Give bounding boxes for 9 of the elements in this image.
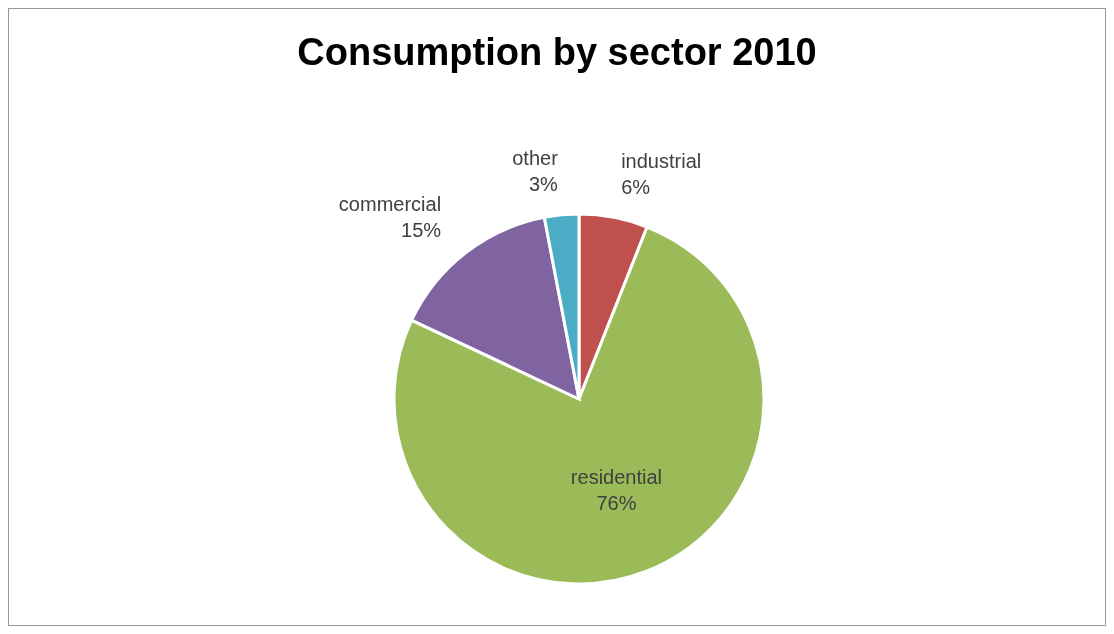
data-label: 3% [528,173,559,195]
slice-label: commercial [338,193,442,216]
data-label: 76% [596,491,637,514]
data-label: 6% [621,175,651,198]
slice-label: residential [570,465,663,488]
chart-title: Consumption by sector 2010 [296,31,818,74]
slice-label: other [512,147,559,169]
data-label: 15% [401,219,442,242]
slice-label: industrial [621,149,702,172]
